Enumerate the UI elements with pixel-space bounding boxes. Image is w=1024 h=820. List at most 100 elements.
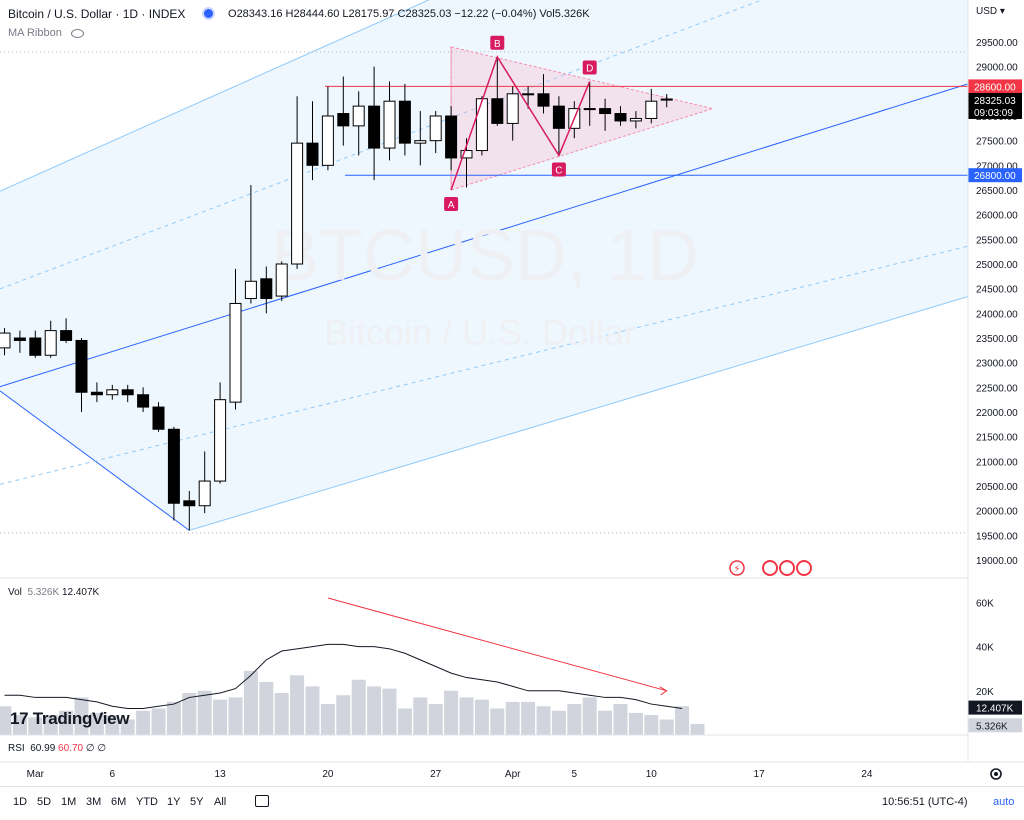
candle-down[interactable] bbox=[183, 500, 196, 507]
timeframe-6m[interactable]: 6M bbox=[111, 796, 127, 808]
volume-bar[interactable] bbox=[136, 710, 151, 735]
candle-up[interactable] bbox=[198, 480, 211, 507]
rsi-legend[interactable]: RSI 60.99 60.70 ∅ ∅ bbox=[8, 743, 106, 754]
volume-bar[interactable] bbox=[320, 704, 335, 735]
price-chart[interactable]: BTCUSD, 1D Bitcoin / U.S. Dollar A B C D 20… bbox=[0, 0, 1024, 786]
volume-bar[interactable] bbox=[259, 681, 274, 735]
volume-bar[interactable] bbox=[567, 704, 582, 735]
volume-bar[interactable] bbox=[551, 710, 566, 735]
volume-bar[interactable] bbox=[28, 717, 43, 735]
candle-down[interactable] bbox=[13, 337, 26, 341]
volume-bar[interactable] bbox=[367, 686, 382, 735]
pattern-point-B[interactable] bbox=[490, 35, 505, 50]
candle-up[interactable] bbox=[275, 263, 288, 297]
candle-up[interactable] bbox=[629, 117, 642, 122]
candle-up[interactable] bbox=[352, 105, 365, 127]
candle-up[interactable] bbox=[583, 108, 596, 111]
volume-bar[interactable] bbox=[89, 712, 104, 735]
pattern-point-C[interactable] bbox=[551, 162, 566, 177]
volume-bar[interactable] bbox=[351, 679, 366, 735]
volume-bar[interactable] bbox=[290, 675, 305, 735]
candle-down[interactable] bbox=[368, 105, 381, 149]
currency-selector[interactable]: USD ▾ bbox=[976, 6, 1005, 17]
timeframe-1m[interactable]: 1M bbox=[61, 796, 77, 808]
candle-down[interactable] bbox=[60, 330, 73, 341]
eye-icon[interactable] bbox=[70, 28, 84, 38]
volume-bar[interactable] bbox=[521, 701, 536, 735]
volume-bar[interactable] bbox=[0, 706, 12, 735]
abcd-pattern-line[interactable] bbox=[450, 55, 591, 191]
timeframe-3m[interactable]: 3M bbox=[86, 796, 102, 808]
volume-bar[interactable] bbox=[305, 686, 320, 735]
candle-up[interactable] bbox=[460, 150, 473, 159]
event-icons[interactable]: ⚡ bbox=[729, 560, 812, 576]
volume-bar[interactable] bbox=[274, 693, 289, 735]
tradingview-logo[interactable]: 17 TradingView bbox=[10, 709, 130, 728]
volume-bar[interactable] bbox=[120, 719, 135, 735]
candle-down[interactable] bbox=[445, 115, 458, 159]
volume-bar[interactable] bbox=[459, 697, 474, 735]
candle-up[interactable] bbox=[414, 140, 427, 144]
candle-down[interactable] bbox=[137, 394, 150, 408]
volume-bar[interactable] bbox=[582, 697, 597, 735]
volume-bar[interactable] bbox=[213, 699, 228, 735]
candle-down[interactable] bbox=[167, 428, 180, 504]
candle-down[interactable] bbox=[660, 98, 673, 101]
channel-top-line[interactable] bbox=[0, 0, 968, 192]
candle-down[interactable] bbox=[398, 100, 411, 144]
volume-bar[interactable] bbox=[690, 723, 705, 735]
candle-up[interactable] bbox=[506, 93, 519, 124]
volume-bar[interactable] bbox=[105, 715, 120, 735]
volume-bar[interactable] bbox=[428, 704, 443, 735]
symbol-title[interactable]: Bitcoin / U.S. Dollar · 1D · INDEX bbox=[8, 7, 186, 21]
candle-up[interactable] bbox=[522, 93, 535, 96]
volume-bar[interactable] bbox=[598, 710, 613, 735]
timeframe-5y[interactable]: 5Y bbox=[190, 796, 204, 808]
volume-bar[interactable] bbox=[228, 697, 243, 735]
level-tag-28600.00[interactable] bbox=[968, 79, 1022, 94]
gear-icon[interactable] bbox=[990, 768, 1002, 780]
us-flag-icon[interactable] bbox=[779, 560, 795, 576]
candle-up[interactable] bbox=[244, 280, 257, 300]
volume-bar[interactable] bbox=[382, 688, 397, 735]
timeframe-ytd[interactable]: YTD bbox=[136, 796, 158, 808]
candle-down[interactable] bbox=[552, 105, 565, 129]
candle-up[interactable] bbox=[475, 98, 488, 152]
candle-down[interactable] bbox=[90, 391, 103, 396]
candle-up[interactable] bbox=[229, 302, 242, 403]
pattern-point-D[interactable] bbox=[582, 60, 597, 75]
timeframe-5d[interactable]: 5D bbox=[37, 796, 52, 808]
volume-bar[interactable] bbox=[59, 710, 74, 735]
timeframe-all[interactable]: All bbox=[214, 796, 227, 808]
volume-bar[interactable] bbox=[166, 701, 181, 735]
volume-bar[interactable] bbox=[74, 697, 89, 735]
market-status-dot[interactable] bbox=[204, 9, 213, 18]
volume-tag[interactable] bbox=[968, 718, 1022, 733]
pattern-point-A[interactable] bbox=[444, 197, 459, 211]
candle-up[interactable] bbox=[645, 100, 658, 119]
indicator-ma-ribbon[interactable]: MA Ribbon bbox=[8, 27, 84, 39]
candle-down[interactable] bbox=[599, 108, 612, 115]
channel-bottom-line[interactable] bbox=[189, 296, 969, 531]
volume-bar[interactable] bbox=[536, 706, 551, 735]
volume-bar[interactable] bbox=[675, 706, 690, 735]
volume-ma-tag[interactable] bbox=[968, 700, 1022, 715]
triangle-pattern[interactable] bbox=[450, 46, 715, 191]
timeframe-1d[interactable]: 1D bbox=[13, 796, 28, 808]
volume-bar[interactable] bbox=[490, 708, 505, 735]
timeframe-1y[interactable]: 1Y bbox=[167, 796, 181, 808]
candle-down[interactable] bbox=[152, 406, 165, 430]
us-flag-icon[interactable] bbox=[796, 560, 812, 576]
volume-bar[interactable] bbox=[336, 695, 351, 735]
volume-bar[interactable] bbox=[505, 701, 520, 735]
volume-bar[interactable] bbox=[43, 715, 58, 735]
lightning-icon[interactable] bbox=[729, 560, 745, 576]
volume-bar[interactable] bbox=[151, 708, 166, 735]
candle-up[interactable] bbox=[0, 332, 11, 349]
candle-up[interactable] bbox=[214, 399, 227, 482]
candle-up[interactable] bbox=[429, 115, 442, 142]
volume-bar[interactable] bbox=[197, 690, 212, 735]
volume-bar[interactable] bbox=[474, 699, 489, 735]
candle-down[interactable] bbox=[260, 278, 273, 300]
level-tag-26800.00[interactable] bbox=[968, 168, 1022, 183]
